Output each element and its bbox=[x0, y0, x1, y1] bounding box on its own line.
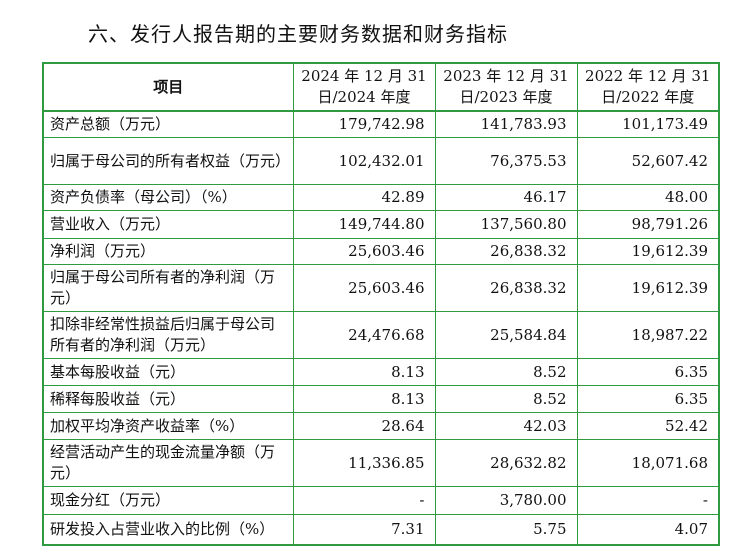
table-row: 基本每股收益（元） 8.13 8.52 6.35 bbox=[42, 358, 720, 386]
value-cell: 4.07 bbox=[576, 514, 720, 546]
value-cell: 8.13 bbox=[292, 385, 436, 413]
column-header: 2022 年 12 月 31 日/2022 年度 bbox=[576, 62, 720, 112]
value-cell: 76,375.53 bbox=[434, 137, 578, 185]
value-cell: 6.35 bbox=[576, 358, 720, 386]
value-cell: 42.03 bbox=[434, 412, 578, 440]
value-cell: 42.89 bbox=[292, 184, 436, 211]
value-cell: 5.75 bbox=[434, 514, 578, 546]
table-row: 研发投入占营业收入的比例（%） 7.31 5.75 4.07 bbox=[42, 514, 720, 546]
value-cell: 149,744.80 bbox=[292, 210, 436, 239]
value-cell: 26,838.32 bbox=[434, 238, 578, 265]
value-cell: 18,071.68 bbox=[576, 439, 720, 487]
table-row: 经营活动产生的现金流量净额（万元） 11,336.85 28,632.82 18,07… bbox=[42, 439, 720, 487]
table-row: 资产总额（万元） 179,742.98 141,783.93 101,173.49 bbox=[42, 110, 720, 138]
table-row: 归属于母公司的所有者权益（万元） 102,432.01 76,375.53 52,60… bbox=[42, 137, 720, 185]
value-cell: 98,791.26 bbox=[576, 210, 720, 239]
value-cell: 52.42 bbox=[576, 412, 720, 440]
value-cell: 11,336.85 bbox=[292, 439, 436, 487]
value-cell: 52,607.42 bbox=[576, 137, 720, 185]
value-cell: 3,780.00 bbox=[434, 486, 578, 515]
column-header: 2024 年 12 月 31 日/2024 年度 bbox=[292, 62, 436, 112]
row-label: 现金分红（万元） bbox=[42, 486, 294, 515]
value-cell: 19,612.39 bbox=[576, 264, 720, 312]
value-cell: 137,560.80 bbox=[434, 210, 578, 239]
value-cell: 18,987.22 bbox=[576, 311, 720, 359]
table-row: 现金分红（万元） -3,780.00- bbox=[42, 486, 720, 515]
row-label: 研发投入占营业收入的比例（%） bbox=[42, 514, 294, 546]
row-label: 归属于母公司的所有者权益（万元） bbox=[42, 137, 294, 185]
value-cell: - bbox=[576, 486, 720, 515]
value-cell: 25,603.46 bbox=[292, 238, 436, 265]
row-label: 加权平均净资产收益率（%） bbox=[42, 412, 294, 440]
row-label: 基本每股收益（元） bbox=[42, 358, 294, 386]
table-row: 扣除非经常性损益后归属于母公司所有者的净利润（万元） 24,476.68 25,58… bbox=[42, 311, 720, 359]
row-label: 归属于母公司所有者的净利润（万元） bbox=[42, 264, 294, 312]
row-label: 资产总额（万元） bbox=[42, 110, 294, 138]
value-cell: 8.13 bbox=[292, 358, 436, 386]
column-header: 项目 bbox=[42, 62, 294, 112]
value-cell: 101,173.49 bbox=[576, 110, 720, 138]
row-label: 净利润（万元） bbox=[42, 238, 294, 265]
value-cell: 25,603.46 bbox=[292, 264, 436, 312]
value-cell: 7.31 bbox=[292, 514, 436, 546]
table-row: 稀释每股收益（元） 8.13 8.52 6.35 bbox=[42, 385, 720, 413]
value-cell: 46.17 bbox=[434, 184, 578, 211]
row-label: 扣除非经常性损益后归属于母公司所有者的净利润（万元） bbox=[42, 311, 294, 359]
value-cell: 48.00 bbox=[576, 184, 720, 211]
value-cell: - bbox=[292, 486, 436, 515]
table-row: 加权平均净资产收益率（%） 28.64 42.03 52.42 bbox=[42, 412, 720, 440]
financial-table: 项目 2024 年 12 月 31 日/2024 年度 2023 年 12 月 31… bbox=[42, 62, 720, 546]
table-header: 项目 2024 年 12 月 31 日/2024 年度 2023 年 12 月 31… bbox=[42, 62, 720, 112]
table-row: 资产负债率（母公司）（%） 42.89 46.17 48.00 bbox=[42, 184, 720, 211]
value-cell: 179,742.98 bbox=[292, 110, 436, 138]
row-label: 稀释每股收益（元） bbox=[42, 385, 294, 413]
table-row: 净利润（万元） 25,603.46 26,838.32 19,612.39 bbox=[42, 238, 720, 265]
column-header: 2023 年 12 月 31 日/2023 年度 bbox=[434, 62, 578, 112]
row-label: 资产负债率（母公司）（%） bbox=[42, 184, 294, 211]
value-cell: 25,584.84 bbox=[434, 311, 578, 359]
table-row: 归属于母公司所有者的净利润（万元） 25,603.46 26,838.32 19,61… bbox=[42, 264, 720, 312]
value-cell: 28.64 bbox=[292, 412, 436, 440]
table-row: 营业收入（万元） 149,744.80 137,560.80 98,791.26 bbox=[42, 210, 720, 239]
section-title: 六、发行人报告期的主要财务数据和财务指标 bbox=[88, 22, 508, 46]
value-cell: 28,632.82 bbox=[434, 439, 578, 487]
value-cell: 8.52 bbox=[434, 385, 578, 413]
row-label: 营业收入（万元） bbox=[42, 210, 294, 239]
header-row: 项目 2024 年 12 月 31 日/2024 年度 2023 年 12 月 31… bbox=[42, 62, 720, 112]
value-cell: 6.35 bbox=[576, 385, 720, 413]
value-cell: 8.52 bbox=[434, 358, 578, 386]
value-cell: 19,612.39 bbox=[576, 238, 720, 265]
value-cell: 26,838.32 bbox=[434, 264, 578, 312]
row-label: 经营活动产生的现金流量净额（万元） bbox=[42, 439, 294, 487]
table-body: 资产总额（万元） 179,742.98 141,783.93 101,173.49 归属… bbox=[42, 110, 720, 546]
value-cell: 24,476.68 bbox=[292, 311, 436, 359]
value-cell: 102,432.01 bbox=[292, 137, 436, 185]
value-cell: 141,783.93 bbox=[434, 110, 578, 138]
